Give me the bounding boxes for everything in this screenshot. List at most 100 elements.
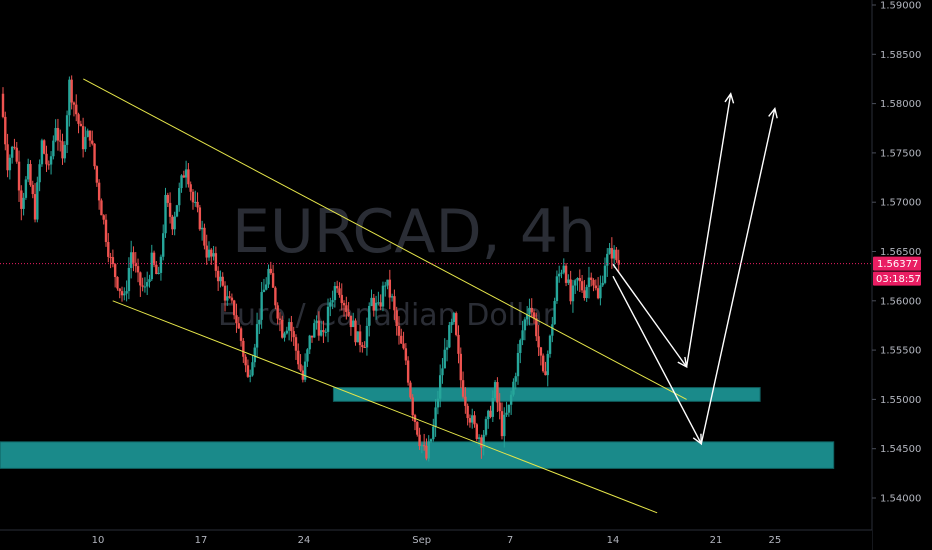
channel-lines <box>83 78 687 514</box>
candle-down <box>20 190 23 209</box>
candle-down <box>416 421 419 435</box>
candle-up <box>148 279 151 283</box>
candle-up <box>333 286 337 301</box>
price-tick-label: 1.58500 <box>880 50 921 61</box>
candle-up <box>374 302 378 311</box>
candle-down <box>299 364 302 371</box>
candle-up <box>315 320 318 324</box>
candle-up <box>40 140 44 165</box>
candle-up <box>249 375 252 377</box>
candle-down <box>93 143 96 167</box>
candle-down <box>4 116 7 145</box>
candle-up <box>164 194 167 234</box>
candle-down <box>139 272 142 286</box>
candle-up <box>150 252 153 280</box>
candle-down <box>615 249 618 261</box>
candle-down <box>116 277 119 289</box>
candle-down <box>535 318 538 337</box>
candle-up <box>548 335 552 354</box>
candle-down <box>1 93 5 117</box>
candle-up <box>576 277 579 281</box>
candle-down <box>72 102 76 105</box>
countdown-value: 03:18:57 <box>876 274 921 285</box>
support-zone <box>0 441 835 469</box>
candles <box>1 75 620 462</box>
support-zone <box>332 387 761 402</box>
candle-up <box>384 285 387 287</box>
candle-down <box>118 288 121 292</box>
candle-down <box>45 153 48 165</box>
candle-down <box>281 319 284 338</box>
candle-up <box>477 437 481 439</box>
countdown-tag: 03:18:57 <box>873 271 921 286</box>
candle-down <box>347 311 350 316</box>
candle-down <box>6 144 9 171</box>
candle-up <box>267 268 270 285</box>
candle-up <box>38 164 41 183</box>
candle-down <box>278 318 282 320</box>
candle-down <box>358 331 362 346</box>
candle-down <box>189 184 192 192</box>
candle-down <box>136 266 140 273</box>
candle-down <box>610 248 614 259</box>
candle-down <box>61 141 64 159</box>
candle-down <box>171 216 174 230</box>
candle-down <box>56 127 60 141</box>
candle-up <box>450 322 453 326</box>
candle-up <box>180 175 183 189</box>
candle-up <box>381 285 385 307</box>
candle-down <box>404 348 408 361</box>
candle-up <box>509 394 513 405</box>
candle-down <box>102 215 105 220</box>
candle-up <box>287 322 291 331</box>
candle-down <box>166 194 169 203</box>
candle-up <box>555 276 559 302</box>
candle-down <box>111 257 115 265</box>
candle-up <box>175 205 179 217</box>
candle-up <box>484 419 488 435</box>
candle-up <box>528 307 531 315</box>
time-axis-ticks: 10 17 24 Sep 7 14 21 25 <box>92 535 782 546</box>
candle-up <box>599 285 602 299</box>
candle-up <box>285 330 289 334</box>
candle-up <box>54 127 57 141</box>
candle-up <box>329 302 332 307</box>
candle-down <box>242 340 245 357</box>
candle-down <box>317 320 321 336</box>
price-tick-label: 1.59000 <box>880 1 921 12</box>
candle-down <box>223 285 227 301</box>
time-axis[interactable] <box>0 530 872 550</box>
candle-up <box>68 79 71 116</box>
candle-down <box>342 303 346 306</box>
candle-up <box>313 323 316 338</box>
time-tick-label: 10 <box>92 535 105 546</box>
candle-down <box>459 353 462 381</box>
candle-up <box>553 301 556 325</box>
candle-up <box>448 325 451 348</box>
candle-up <box>562 265 565 273</box>
candle-up <box>567 279 570 283</box>
candle-down <box>409 382 412 398</box>
candle-down <box>104 219 108 243</box>
candle-down <box>109 256 112 258</box>
price-tick-label: 1.56500 <box>880 247 921 258</box>
candle-up <box>326 306 330 332</box>
candle-up <box>308 335 311 350</box>
candle-down <box>47 164 50 166</box>
candle-up <box>606 253 609 266</box>
candle-up <box>194 201 197 203</box>
candle-down <box>473 415 476 425</box>
watermark-symbol: EURCAD, 4h <box>232 197 596 267</box>
time-tick-label: Sep <box>412 535 431 546</box>
candle-up <box>368 305 371 326</box>
candle-down <box>292 331 295 338</box>
support-zones <box>0 387 835 469</box>
candle-down <box>276 305 279 319</box>
candle-up <box>487 410 490 420</box>
candle-down <box>33 194 37 220</box>
candle-up <box>49 156 53 165</box>
candle-down <box>132 252 135 263</box>
candle-down <box>425 445 428 459</box>
candle-down <box>274 287 277 306</box>
